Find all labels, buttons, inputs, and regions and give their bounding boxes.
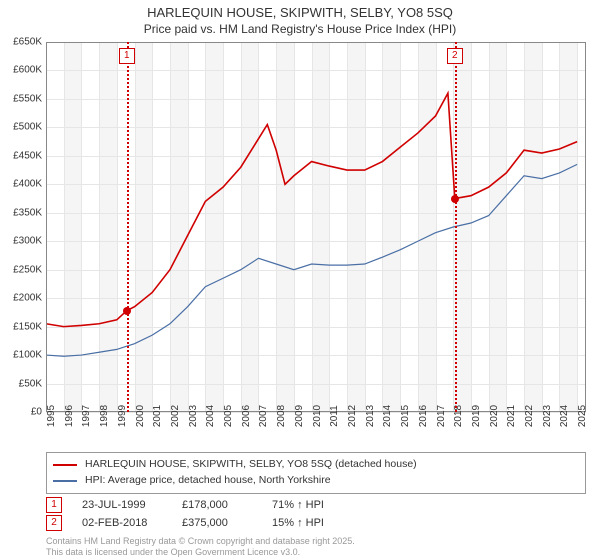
x-tick-label: 2025 [577,405,588,427]
x-tick-label: 2019 [471,405,482,427]
x-tick-label: 2013 [365,405,376,427]
x-tick-label: 2009 [294,405,305,427]
x-tick-label: 2002 [170,405,181,427]
x-tick-label: 2016 [418,405,429,427]
x-tick-label: 1997 [81,405,92,427]
y-tick-label: £400K [13,179,42,190]
x-tick-label: 1995 [46,405,57,427]
sale-vline-2 [455,42,457,412]
x-tick-label: 2021 [506,405,517,427]
sale-2-vs-hpi: 15% ↑ HPI [272,517,362,529]
x-tick-label: 2000 [135,405,146,427]
x-tick-label: 2008 [276,405,287,427]
y-tick-label: £0 [31,407,42,418]
y-tick-label: £250K [13,264,42,275]
sale-point-1 [123,307,131,315]
x-tick-label: 2015 [400,405,411,427]
sales-table: 1 23-JUL-1999 £178,000 71% ↑ HPI 2 02-FE… [46,496,362,532]
x-tick-label: 1996 [64,405,75,427]
x-tick-label: 2004 [205,405,216,427]
x-tick-label: 2007 [258,405,269,427]
y-tick-label: £600K [13,65,42,76]
x-tick-label: 2010 [312,405,323,427]
x-tick-label: 2012 [347,405,358,427]
x-tick-label: 2011 [329,405,340,427]
sale-1-date: 23-JUL-1999 [82,499,182,511]
x-tick-label: 2001 [152,405,163,427]
y-tick-label: £350K [13,207,42,218]
y-tick-label: £550K [13,93,42,104]
sale-1-price: £178,000 [182,499,272,511]
chart-subtitle: Price paid vs. HM Land Registry's House … [0,20,600,40]
legend-swatch-property [53,464,77,466]
sale-marker-1-icon: 1 [46,497,62,513]
y-tick-label: £650K [13,37,42,48]
legend-label-property: HARLEQUIN HOUSE, SKIPWITH, SELBY, YO8 5S… [85,457,417,473]
sale-marker-box-1: 1 [119,48,135,64]
x-tick-label: 2023 [542,405,553,427]
sale-vline-1 [127,42,129,412]
footer-line-1: Contains HM Land Registry data © Crown c… [46,536,355,547]
x-tick-label: 2003 [188,405,199,427]
x-tick-label: 2024 [559,405,570,427]
y-tick-label: £500K [13,122,42,133]
x-tick-label: 2005 [223,405,234,427]
legend-item-hpi: HPI: Average price, detached house, Nort… [53,473,579,489]
y-tick-label: £150K [13,321,42,332]
sale-row-2: 2 02-FEB-2018 £375,000 15% ↑ HPI [46,514,362,532]
footer-attribution: Contains HM Land Registry data © Crown c… [46,536,355,558]
chart-container: HARLEQUIN HOUSE, SKIPWITH, SELBY, YO8 5S… [0,0,600,560]
y-tick-label: £300K [13,236,42,247]
sale-2-price: £375,000 [182,517,272,529]
sale-1-vs-hpi: 71% ↑ HPI [272,499,362,511]
sale-2-date: 02-FEB-2018 [82,517,182,529]
x-tick-label: 2020 [489,405,500,427]
x-tick-label: 2017 [436,405,447,427]
y-tick-label: £100K [13,350,42,361]
x-tick-label: 1998 [99,405,110,427]
x-tick-label: 2014 [382,405,393,427]
x-tick-label: 2022 [524,405,535,427]
chart-plot-area: 1995199619971998199920002001200220032004… [46,42,586,412]
series-hpi [46,164,577,356]
sale-marker-box-2: 2 [447,48,463,64]
sale-marker-2-icon: 2 [46,515,62,531]
sale-point-2 [451,195,459,203]
y-tick-label: £450K [13,150,42,161]
x-tick-label: 2006 [241,405,252,427]
chart-legend: HARLEQUIN HOUSE, SKIPWITH, SELBY, YO8 5S… [46,452,586,494]
series-property [46,93,577,326]
y-tick-label: £50K [19,378,42,389]
legend-swatch-hpi [53,480,77,482]
footer-line-2: This data is licensed under the Open Gov… [46,547,355,558]
sale-row-1: 1 23-JUL-1999 £178,000 71% ↑ HPI [46,496,362,514]
y-tick-label: £200K [13,293,42,304]
chart-title: HARLEQUIN HOUSE, SKIPWITH, SELBY, YO8 5S… [0,0,600,20]
legend-item-property: HARLEQUIN HOUSE, SKIPWITH, SELBY, YO8 5S… [53,457,579,473]
legend-label-hpi: HPI: Average price, detached house, Nort… [85,473,331,489]
